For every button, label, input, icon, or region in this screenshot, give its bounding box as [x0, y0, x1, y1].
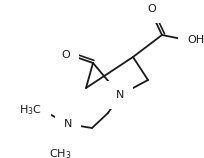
Text: H$_3$C: H$_3$C	[19, 103, 42, 117]
Text: OH: OH	[187, 35, 204, 45]
Text: CH$_3$: CH$_3$	[49, 147, 71, 158]
Text: O: O	[148, 4, 156, 14]
Text: N: N	[116, 90, 124, 100]
Text: O: O	[61, 50, 70, 60]
Text: N: N	[64, 119, 72, 129]
